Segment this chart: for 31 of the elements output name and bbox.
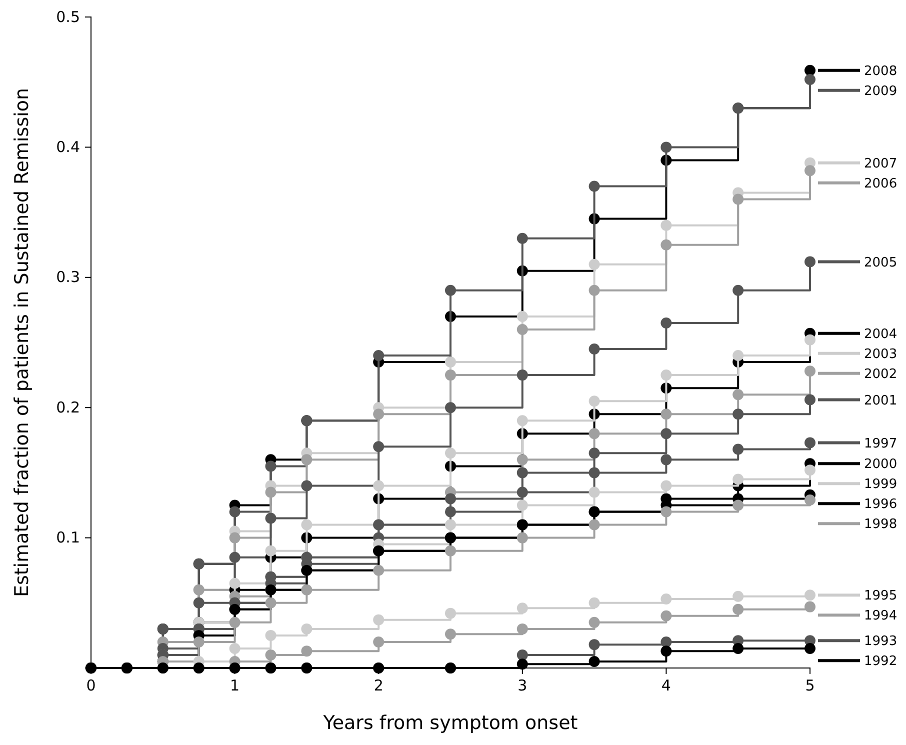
y-tick-label: 0.5 bbox=[56, 8, 80, 26]
legend-label: 1996 bbox=[864, 497, 898, 512]
y-tick-label: 0.3 bbox=[56, 268, 80, 286]
legend-label: 1997 bbox=[864, 436, 898, 452]
x-axis-title: Years from symptom onset bbox=[322, 712, 578, 734]
legend-label: 2009 bbox=[864, 84, 898, 99]
y-tick-label: 0.2 bbox=[56, 398, 80, 416]
legend-label: 2004 bbox=[864, 326, 898, 342]
x-tick-label: 4 bbox=[661, 676, 671, 695]
legend-label: 1999 bbox=[864, 477, 898, 492]
x-tick-label: 0 bbox=[86, 676, 96, 695]
x-tick-label: 1 bbox=[230, 676, 240, 695]
legend-label: 1993 bbox=[864, 634, 898, 650]
legend-label: 1994 bbox=[864, 608, 898, 624]
y-tick-label: 0.1 bbox=[56, 528, 80, 547]
x-tick-label: 3 bbox=[518, 676, 528, 695]
legend-label: 2005 bbox=[864, 255, 898, 270]
y-tick-label: 0.4 bbox=[56, 138, 80, 156]
legend-label: 2001 bbox=[864, 393, 898, 408]
legend-label: 1995 bbox=[864, 588, 898, 604]
legend-label: 1998 bbox=[864, 517, 898, 532]
legend-label: 1992 bbox=[864, 654, 898, 670]
legend-label: 2006 bbox=[864, 176, 898, 192]
x-tick-label: 2 bbox=[374, 676, 384, 695]
legend-label: 2000 bbox=[864, 457, 898, 472]
legend-label: 2002 bbox=[864, 366, 898, 382]
y-axis-title: Estimated fraction of patients in Sustained Remission bbox=[11, 88, 33, 598]
legend-label: 2007 bbox=[864, 156, 898, 172]
x-tick-label: 5 bbox=[805, 676, 815, 695]
legend-label: 2008 bbox=[864, 64, 898, 79]
legend-label: 2003 bbox=[864, 346, 898, 362]
